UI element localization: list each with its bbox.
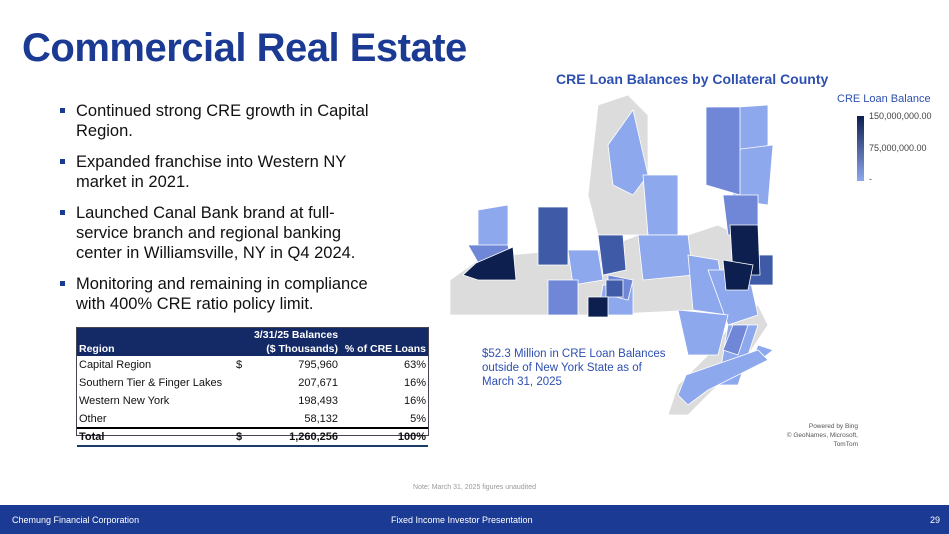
header-pct: % of CRE Loans: [340, 342, 428, 356]
legend-title: CRE Loan Balance: [837, 93, 931, 105]
page-title: Commercial Real Estate: [22, 26, 467, 70]
map-attribution: © GeoNames, Microsoft, TomTom: [786, 432, 858, 448]
bullet-list: Continued strong CRE growth in Capital R…: [60, 101, 380, 325]
bullet-item: Expanded franchise into Western NY marke…: [60, 152, 380, 192]
footer: Chemung Financial Corporation Fixed Inco…: [0, 505, 949, 534]
legend-max: 150,000,000.00: [869, 111, 932, 121]
legend-min: -: [869, 174, 872, 184]
table-row: Western New York 198,493 16%: [79, 395, 426, 407]
bullet-item: Launched Canal Bank brand at full-servic…: [60, 203, 380, 263]
bullet-item: Monitoring and remaining in compliance w…: [60, 274, 380, 314]
header-balances: 3/31/25 Balances: [249, 328, 341, 342]
page-number: 29: [929, 515, 940, 525]
map-credit: Powered by Bing © GeoNames, Microsoft, T…: [770, 422, 858, 449]
map-note: $52.3 Million in CRE Loan Balances outsi…: [482, 348, 666, 388]
header-thousands: ($ Thousands): [249, 342, 341, 356]
header-region: Region: [77, 342, 230, 356]
table-total-row: Total $1,260,256 100%: [77, 427, 428, 447]
ny-county-map: [449, 94, 774, 416]
legend-mid: 75,000,000.00: [869, 143, 927, 153]
footnote: Note: March 31, 2025 figures unaudited: [413, 484, 536, 491]
bullet-item: Continued strong CRE growth in Capital R…: [60, 101, 380, 141]
legend-gradient: [857, 116, 864, 181]
cre-balance-table: 3/31/25 Balances Region ($ Thousands)% of…: [77, 328, 428, 447]
powered-by-bing: Powered by Bing: [808, 423, 858, 430]
table-row: Capital Region $795,960 63%: [79, 359, 426, 371]
footer-company: Chemung Financial Corporation: [12, 515, 140, 525]
footer-presentation: Fixed Income Investor Presentation: [391, 515, 533, 525]
map-title: CRE Loan Balances by Collateral County: [556, 71, 829, 87]
table-row: Southern Tier & Finger Lakes 207,671 16%: [79, 377, 426, 389]
table-row: Other 58,132 5%: [79, 412, 426, 425]
